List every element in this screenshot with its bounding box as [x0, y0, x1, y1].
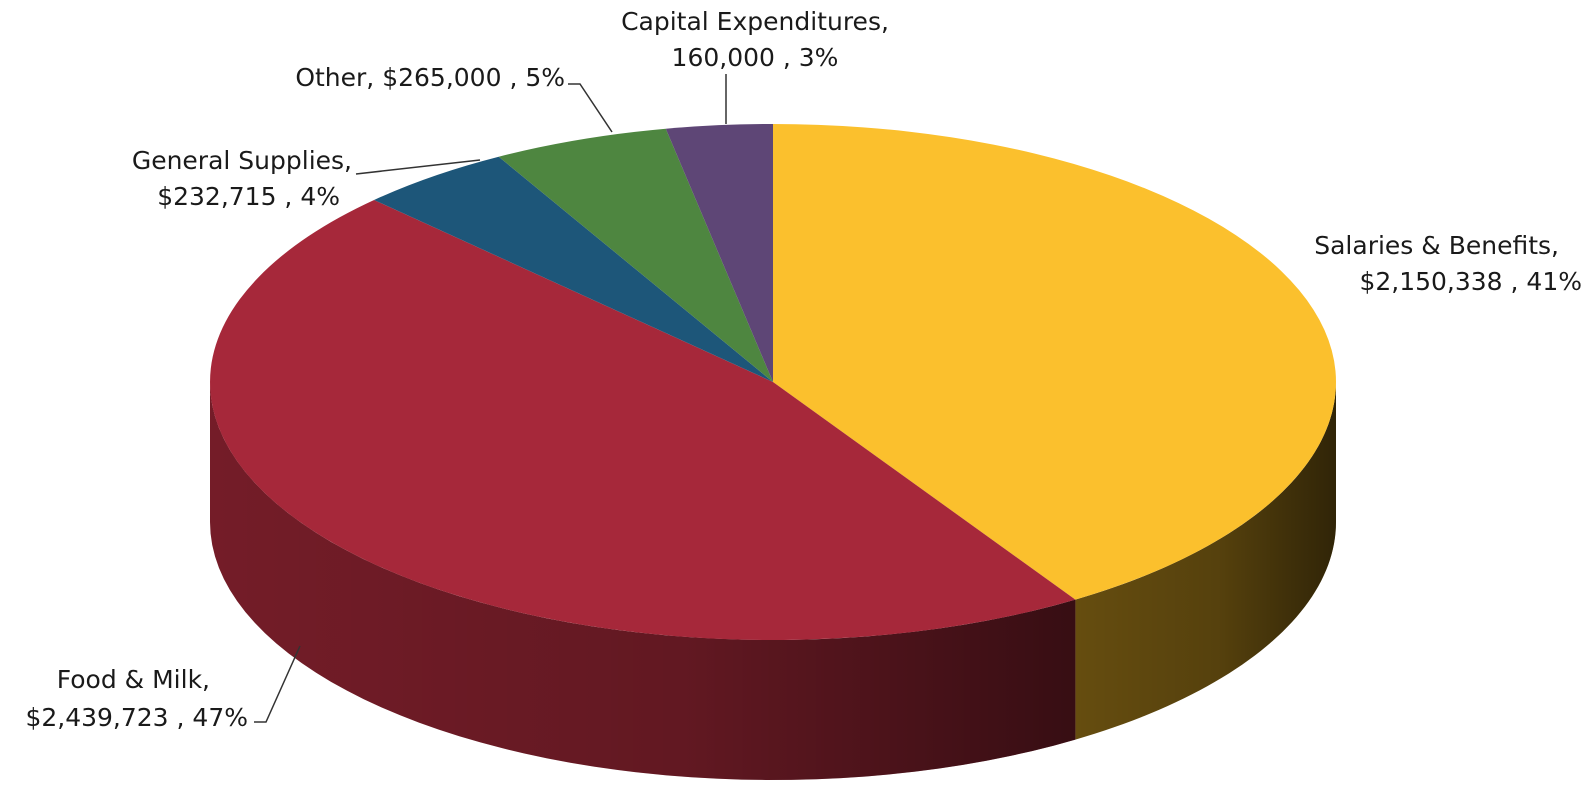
leader-line-general-supplies [355, 159, 481, 175]
pie-side-shade-food-milk [210, 382, 1076, 780]
leader-line-food-milk [254, 645, 301, 723]
label-food-milk-line2: $2,439,723 , 47% [25, 703, 248, 732]
pie-slice-food-milk [210, 199, 1076, 640]
label-other: Other, $265,000 , 5% [295, 63, 565, 92]
pie-side-shade-salaries-benefits [1075, 382, 1336, 740]
label-general-supplies-line1: General Supplies, [132, 146, 352, 175]
label-capital-expenditures-line1: Capital Expenditures, [621, 7, 889, 36]
pie-slices [210, 124, 1337, 640]
label-salaries-benefits-line1: Salaries & Benefits, [1314, 231, 1559, 260]
pie-slice-other [498, 128, 773, 382]
label-food-milk-line1: Food & Milk, [57, 665, 210, 694]
pie-slice-salaries-benefits [773, 124, 1337, 600]
data-labels: Capital Expenditures, 160,000 , 3% Other… [25, 7, 1582, 732]
leader-line-other [568, 83, 613, 133]
pie-slice-general-supplies [374, 156, 773, 382]
label-general-supplies-line2: $232,715 , 4% [157, 182, 340, 211]
label-capital-expenditures-line2: 160,000 , 3% [672, 43, 839, 72]
pie-sides [210, 382, 1336, 780]
pie-slice-capital-expenditures [665, 124, 773, 382]
label-salaries-benefits-line2: $2,150,338 , 41% [1359, 267, 1582, 296]
